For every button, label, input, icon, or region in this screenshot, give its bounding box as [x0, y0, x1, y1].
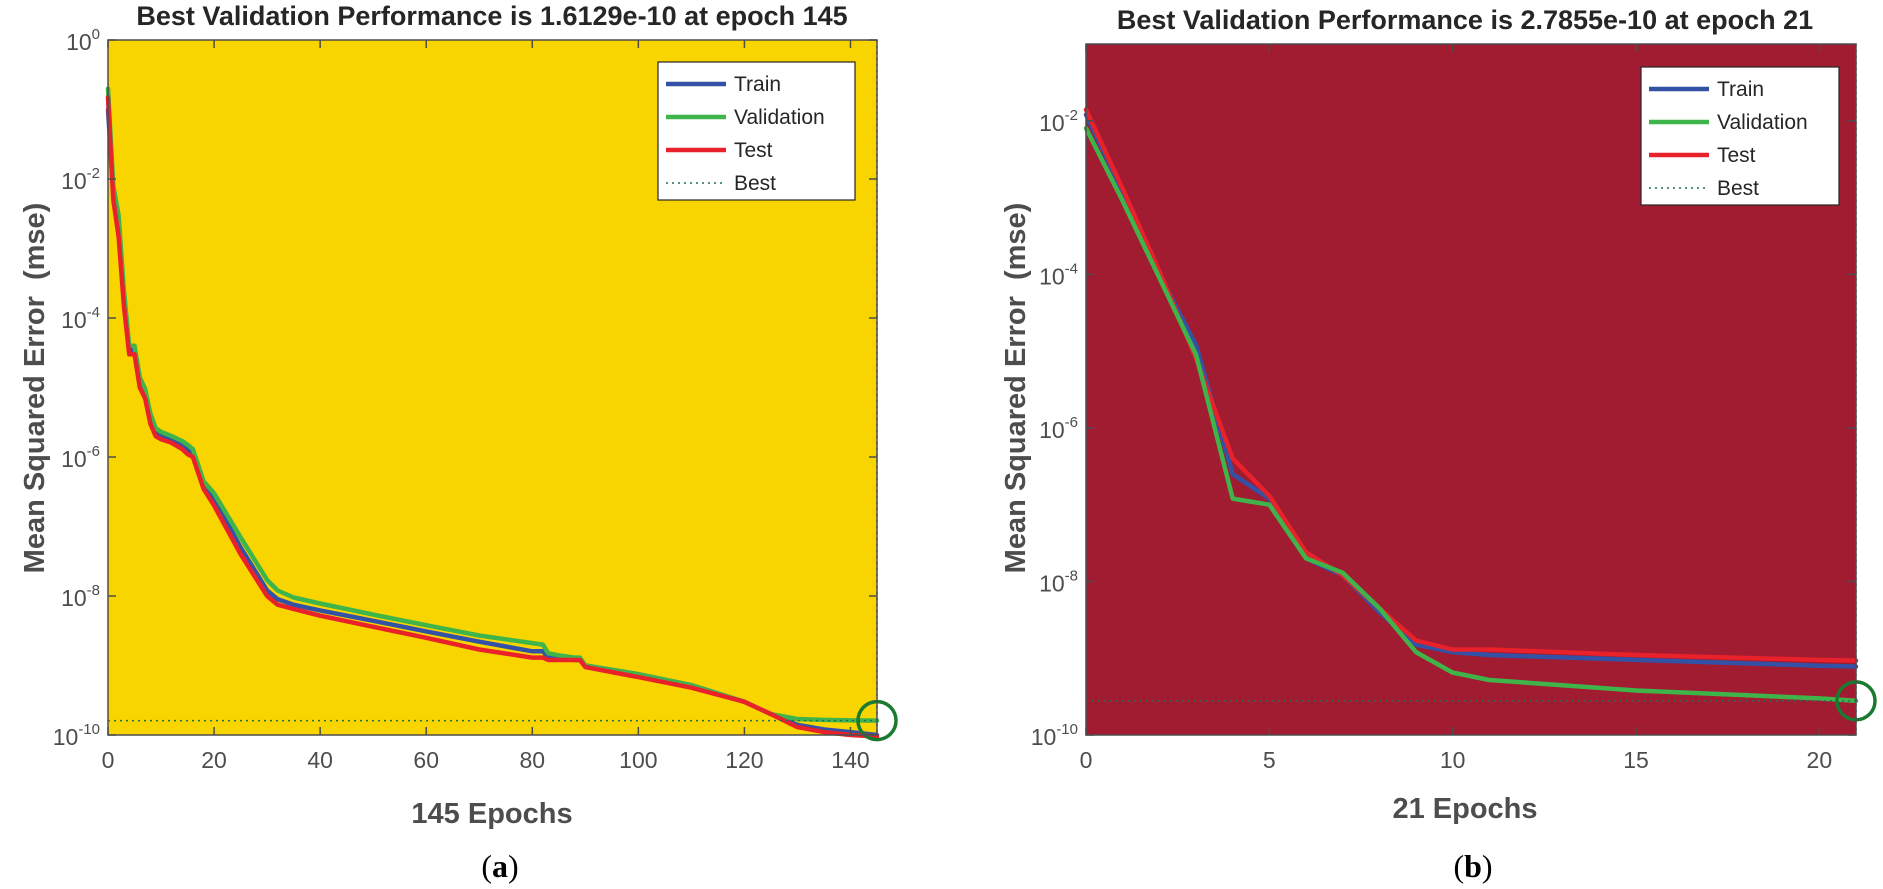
- legend-label-train: Train: [734, 73, 781, 96]
- y-tick-label: 100: [66, 26, 100, 55]
- legend-label-train: Train: [1717, 78, 1764, 101]
- legend-label-test: Test: [1717, 144, 1756, 167]
- legend-label-best: Best: [734, 172, 776, 195]
- x-tick-label: 120: [725, 747, 763, 773]
- legend: Train Validation Test Best: [1640, 66, 1840, 206]
- legend-label-validation: Validation: [734, 106, 825, 129]
- series-line-test: [105, 95, 880, 739]
- y-axis-label: Mean Squared Error (mse): [1000, 203, 1032, 574]
- y-tick-label: 10-2: [61, 165, 100, 194]
- x-tick-label: 0: [102, 747, 115, 773]
- x-tick-label: 80: [519, 747, 545, 773]
- y-tick-label: 10-8: [1039, 567, 1078, 596]
- y-axis-label: Mean Squared Error (mse): [19, 203, 51, 574]
- y-tick-label: 10-10: [53, 721, 100, 750]
- chart-title: Best Validation Performance is 2.7855e-1…: [1117, 5, 1813, 35]
- y-tick-label: 10-8: [61, 582, 100, 611]
- chart-panel-a: Best Validation Performance is 1.6129e-1…: [19, 1, 898, 884]
- x-tick-label: 40: [307, 747, 333, 773]
- legend-label-validation: Validation: [1717, 111, 1808, 134]
- x-tick-label: 15: [1623, 747, 1649, 773]
- x-tick-label: 100: [619, 747, 657, 773]
- y-tick-label: 10-6: [1039, 414, 1078, 443]
- x-tick-label: 0: [1080, 747, 1093, 773]
- chart-panel-b: Best Validation Performance is 2.7855e-1…: [1000, 5, 1877, 884]
- chart-title: Best Validation Performance is 1.6129e-1…: [136, 1, 847, 31]
- figure-caption: (a): [481, 848, 518, 884]
- series-line-validation: [1083, 125, 1859, 704]
- x-tick-label: 10: [1440, 747, 1466, 773]
- x-axis-label: 145 Epochs: [411, 798, 572, 830]
- legend: Train Validation Test Best: [657, 61, 856, 201]
- x-tick-label: 140: [831, 747, 869, 773]
- x-tick-label: 20: [201, 747, 227, 773]
- y-tick-label: 10-10: [1031, 721, 1078, 750]
- x-axis-label: 21 Epochs: [1392, 793, 1537, 825]
- x-tick-label: 5: [1263, 747, 1276, 773]
- figure-caption: (b): [1453, 848, 1492, 884]
- series-line-validation: [105, 86, 880, 723]
- y-tick-label: 10-4: [1039, 260, 1078, 289]
- axes-box: [1085, 43, 1857, 736]
- y-tick-label: 10-6: [61, 443, 100, 472]
- x-tick-label: 20: [1807, 747, 1833, 773]
- legend-label-best: Best: [1717, 177, 1759, 200]
- y-tick-label: 10-2: [1039, 107, 1078, 136]
- legend-label-test: Test: [734, 139, 773, 162]
- axes-box: [107, 39, 878, 736]
- y-tick-label: 10-4: [61, 304, 100, 333]
- x-tick-label: 60: [413, 747, 439, 773]
